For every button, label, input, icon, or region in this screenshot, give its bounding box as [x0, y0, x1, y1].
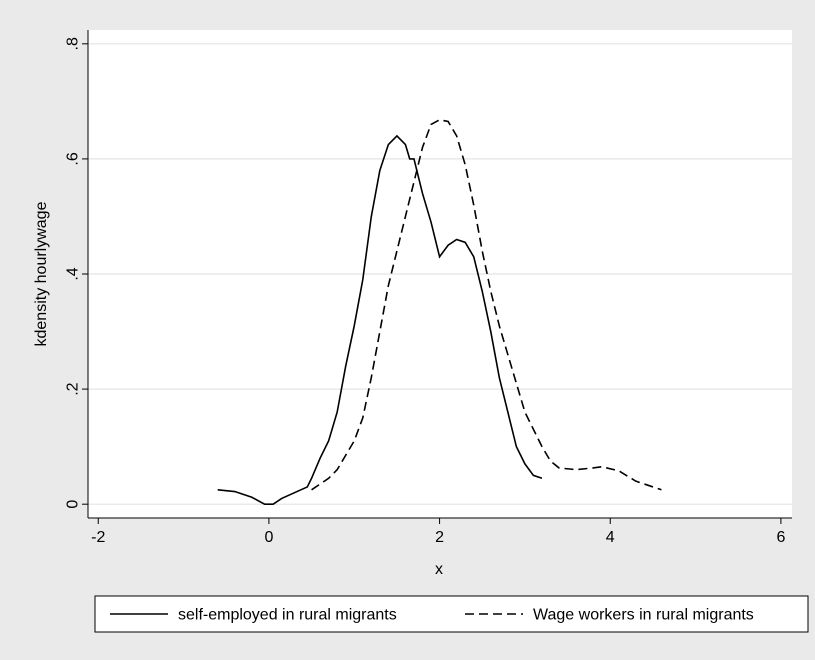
- y-tick-label: .6: [65, 152, 82, 165]
- y-axis-label: kdensity hourlywage: [33, 201, 50, 346]
- x-tick-label: 6: [776, 529, 785, 546]
- y-tick-label: .4: [65, 267, 82, 280]
- legend-label: self-employed in rural migrants: [178, 607, 397, 624]
- x-tick-label: 0: [264, 529, 273, 546]
- x-tick-label: -2: [91, 529, 105, 546]
- y-tick-label: .2: [65, 382, 82, 395]
- y-tick-label: 0: [65, 500, 82, 509]
- x-tick-label: 4: [606, 529, 615, 546]
- density-line: [217, 134, 543, 505]
- y-tick-label: .8: [65, 37, 82, 50]
- x-tick-label: 2: [435, 529, 444, 546]
- density-line: [311, 118, 662, 491]
- x-axis-label: x: [435, 561, 443, 578]
- legend-box: [94, 595, 809, 633]
- legend-label: Wage workers in rural migrants: [533, 607, 754, 624]
